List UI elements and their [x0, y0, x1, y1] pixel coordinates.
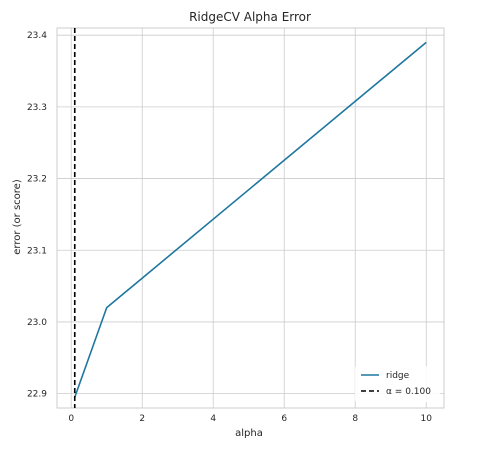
y-tick-label: 23.2 — [27, 175, 47, 185]
x-tick-label: 8 — [352, 414, 358, 424]
plot-frame — [56, 27, 445, 409]
chart-title: RidgeCV Alpha Error — [189, 10, 311, 24]
x-tick-label: 10 — [421, 414, 433, 424]
y-axis-label: error (or score) — [12, 179, 23, 255]
y-tick-label: 23.1 — [27, 246, 47, 256]
tick-labels: 0 2 4 6 8 10 22.9 23.0 23.1 23.2 23.3 23.4 — [27, 31, 432, 424]
gridlines — [57, 28, 444, 408]
series-line-ridge — [73, 41, 427, 398]
x-tick-label: 0 — [68, 414, 74, 424]
plot-area — [56, 27, 445, 409]
y-tick-label: 23.3 — [27, 103, 47, 113]
y-tick-label: 22.9 — [27, 390, 47, 400]
series-layer — [73, 41, 427, 398]
y-tick-label: 23.0 — [27, 318, 47, 328]
x-axis-label: alpha — [235, 428, 263, 439]
x-tick-label: 4 — [210, 414, 216, 424]
legend-label: ridge — [386, 371, 410, 381]
x-tick-label: 2 — [139, 414, 145, 424]
legend-label: α = 0.100 — [386, 387, 431, 397]
legend: ridge α = 0.100 — [355, 366, 440, 402]
x-tick-label: 6 — [281, 414, 287, 424]
y-tick-label: 23.4 — [27, 31, 47, 41]
